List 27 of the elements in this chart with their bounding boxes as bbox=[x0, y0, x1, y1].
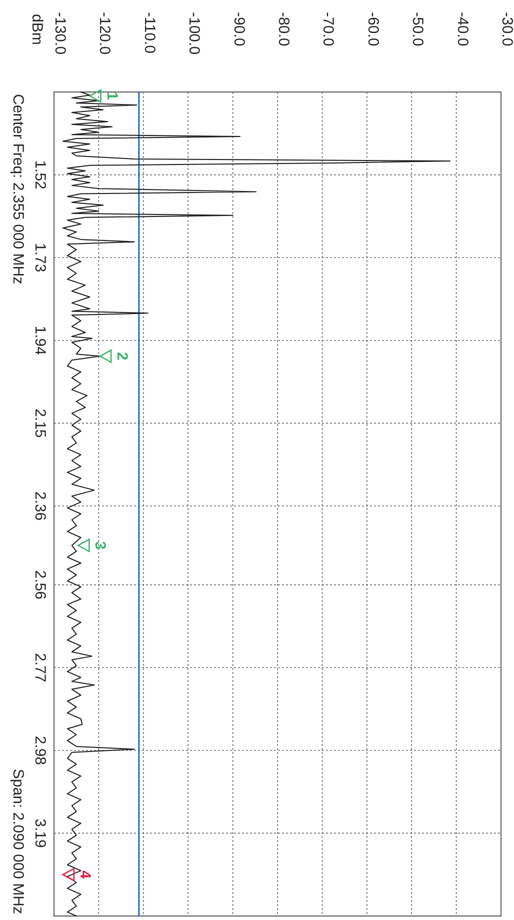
y-tick-label: 1.94 bbox=[32, 326, 48, 355]
y-tick-label: 1.73 bbox=[32, 242, 48, 272]
y-tick-label: 1.52 bbox=[32, 160, 48, 190]
x-tick-label: -110.0 bbox=[140, 12, 158, 54]
y-tick-label: 2.36 bbox=[32, 491, 48, 521]
x-tick-label: -60.0 bbox=[364, 12, 382, 46]
y-tick-label: 2.77 bbox=[32, 653, 48, 682]
x-tick-label: -50.0 bbox=[409, 12, 426, 46]
y-tick-label: 2.98 bbox=[32, 736, 48, 766]
x-tick-label: -30.0 bbox=[498, 12, 514, 46]
x-tick-label: -80.0 bbox=[275, 12, 292, 46]
text: Span: 2.090 000 MHz bbox=[10, 768, 26, 914]
x-tick-label: -70.0 bbox=[320, 12, 337, 46]
annotation: 3 bbox=[92, 541, 109, 550]
x-tick-label: -100.0 bbox=[186, 12, 203, 55]
text: Center Freq: 2.355 000 MHz bbox=[10, 94, 26, 284]
y-tick-label: 2.15 bbox=[32, 408, 48, 438]
annotation: 4 bbox=[76, 870, 94, 880]
y-tick-label: 3.19 bbox=[32, 818, 48, 848]
y-tick-label: 2.56 bbox=[32, 570, 48, 600]
x-tick-label: -40.0 bbox=[454, 12, 471, 46]
annotation: 2 bbox=[114, 352, 131, 360]
x-tick-label: -130.0 bbox=[52, 12, 68, 55]
x-tick-label: -120.0 bbox=[96, 12, 114, 55]
annotation: 1 bbox=[103, 92, 120, 100]
text: dBm bbox=[28, 14, 46, 45]
x-tick-label: -90.0 bbox=[230, 12, 248, 46]
